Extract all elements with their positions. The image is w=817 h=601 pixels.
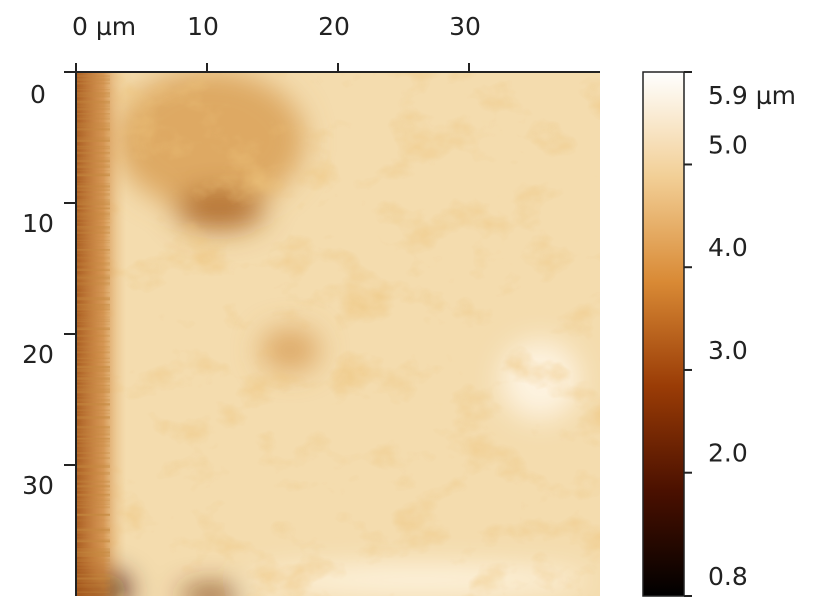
colorbar-tick-label: 5.9 µm [708, 81, 796, 110]
x-tick-label: 10 [187, 12, 219, 41]
colorbar-tick-label: 2.0 [708, 439, 748, 468]
colorbar-tick-label: 5.0 [708, 130, 748, 159]
x-tick-label: 0 µm [72, 12, 136, 41]
x-tick-label: 20 [318, 12, 350, 41]
x-tick-label: 30 [449, 12, 481, 41]
y-tick-label: 0 [30, 80, 46, 109]
colorbar-tick-label: 0.8 [708, 562, 748, 591]
afm-image [76, 72, 600, 596]
y-tick-label: 30 [22, 471, 54, 500]
y-tick-label: 20 [22, 340, 54, 369]
colorbar [642, 71, 685, 597]
y-tick-label: 10 [22, 209, 54, 238]
colorbar-tick-label: 4.0 [708, 233, 748, 262]
colorbar-tick-label: 3.0 [708, 336, 748, 365]
